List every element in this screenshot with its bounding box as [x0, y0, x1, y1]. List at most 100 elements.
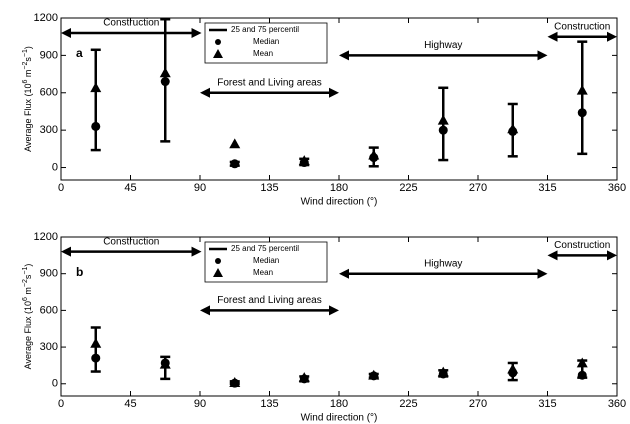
- x-tick-label: 270: [469, 398, 487, 410]
- y-axis-label-part: Average Flux (10: [23, 301, 33, 369]
- mean-marker: [298, 155, 310, 166]
- x-tick-label: 135: [260, 398, 278, 410]
- x-tick-label: 360: [608, 182, 626, 194]
- x-tick-label: 270: [469, 182, 487, 194]
- y-tick-label: 1200: [34, 12, 58, 24]
- y-tick-label: 0: [52, 378, 58, 390]
- annotation-text: Construction: [103, 236, 159, 247]
- legend-label: Mean: [253, 49, 273, 58]
- mean-marker: [298, 372, 310, 383]
- x-tick-label: 180: [330, 398, 348, 410]
- y-axis-label-part: s: [23, 57, 33, 62]
- x-tick-label: 315: [538, 398, 556, 410]
- mean-marker: [576, 84, 588, 95]
- x-axis-label: Wind direction (°): [301, 197, 378, 208]
- mean-marker: [437, 114, 449, 125]
- x-tick-label: 0: [58, 182, 64, 194]
- y-axis-label-part: ): [23, 264, 33, 267]
- y-axis-label-part: m: [23, 70, 33, 80]
- mean-marker: [229, 377, 241, 387]
- plot-frame: [60, 17, 618, 181]
- mean-marker: [437, 366, 449, 377]
- plot-frame: [60, 236, 618, 397]
- median-marker: [438, 125, 448, 135]
- annotation-text: Construction: [554, 240, 610, 251]
- arrow-head: [607, 250, 617, 261]
- y-axis-label-part: 6: [22, 297, 29, 301]
- annotation-text: Forest and Living areas: [217, 77, 322, 88]
- y-axis-label-part: −1: [22, 267, 29, 275]
- arrow-head: [537, 50, 548, 61]
- y-axis-label-part: s: [23, 274, 33, 279]
- arrow-head: [191, 246, 202, 257]
- y-axis-label: Average Flux (106 m−2s−1): [22, 46, 33, 152]
- mean-marker: [159, 67, 171, 78]
- arrow-head: [329, 87, 339, 98]
- legend-label: Median: [253, 256, 279, 265]
- annotation-text: Highway: [424, 258, 462, 269]
- mean-marker: [507, 123, 519, 134]
- arrow-head: [61, 246, 71, 257]
- median-marker: [91, 353, 101, 363]
- y-axis-label-part: Average Flux (10: [23, 84, 33, 152]
- y-axis-label: Average Flux (106 m−2s−1): [22, 264, 33, 370]
- panel-label: a: [76, 46, 83, 60]
- panel-label: b: [76, 265, 83, 279]
- y-axis-label-part: ): [23, 46, 33, 49]
- legend-swatch: [215, 258, 221, 264]
- annotation-text: Highway: [424, 40, 462, 51]
- y-tick-label: 300: [40, 124, 58, 136]
- y-axis-label-part: −2: [22, 279, 29, 287]
- mean-marker: [159, 358, 171, 369]
- mean-marker: [368, 149, 380, 160]
- arrow-head: [537, 268, 548, 279]
- arrow-head: [607, 31, 617, 42]
- legend-swatch: [215, 39, 221, 45]
- annotation-text: Forest and Living areas: [217, 295, 322, 306]
- x-tick-label: 315: [538, 182, 556, 194]
- mean-marker: [90, 337, 102, 348]
- legend-swatch: [213, 268, 223, 277]
- y-tick-label: 900: [40, 268, 58, 280]
- mean-marker: [229, 138, 241, 149]
- x-tick-label: 135: [260, 182, 278, 194]
- y-tick-label: 900: [40, 49, 58, 61]
- y-axis-label-part: 6: [22, 80, 29, 84]
- y-axis-label-part: −1: [22, 49, 29, 57]
- legend-swatch: [213, 49, 223, 58]
- legend-label: Mean: [253, 268, 273, 277]
- arrow-head: [547, 250, 558, 261]
- x-tick-label: 225: [399, 398, 417, 410]
- x-tick-label: 45: [124, 182, 136, 194]
- legend-label: 25 and 75 percentil: [231, 25, 299, 34]
- mean-marker: [507, 363, 519, 374]
- x-tick-label: 180: [330, 182, 348, 194]
- x-axis-label: Wind direction (°): [301, 413, 378, 424]
- y-tick-label: 600: [40, 304, 58, 316]
- x-tick-label: 0: [58, 398, 64, 410]
- legend-label: 25 and 75 percentil: [231, 244, 299, 253]
- x-tick-label: 225: [399, 182, 417, 194]
- y-tick-label: 1200: [34, 231, 58, 243]
- annotation-text: Construction: [554, 21, 610, 32]
- mean-marker: [368, 369, 380, 380]
- x-tick-label: 45: [124, 398, 136, 410]
- arrow-head: [547, 31, 558, 42]
- annotation-text: Construction: [103, 18, 159, 29]
- arrow-head: [191, 27, 202, 38]
- y-tick-label: 0: [52, 161, 58, 173]
- median-marker: [577, 370, 587, 380]
- median-marker: [230, 159, 240, 169]
- arrow-head: [200, 87, 210, 98]
- x-tick-label: 90: [194, 182, 206, 194]
- mean-marker: [576, 357, 588, 368]
- arrow-head: [200, 305, 210, 316]
- arrow-head: [339, 268, 349, 279]
- y-tick-label: 600: [40, 87, 58, 99]
- legend-label: Median: [253, 37, 279, 46]
- median-marker: [160, 77, 170, 87]
- y-tick-label: 300: [40, 341, 58, 353]
- median-marker: [91, 121, 101, 131]
